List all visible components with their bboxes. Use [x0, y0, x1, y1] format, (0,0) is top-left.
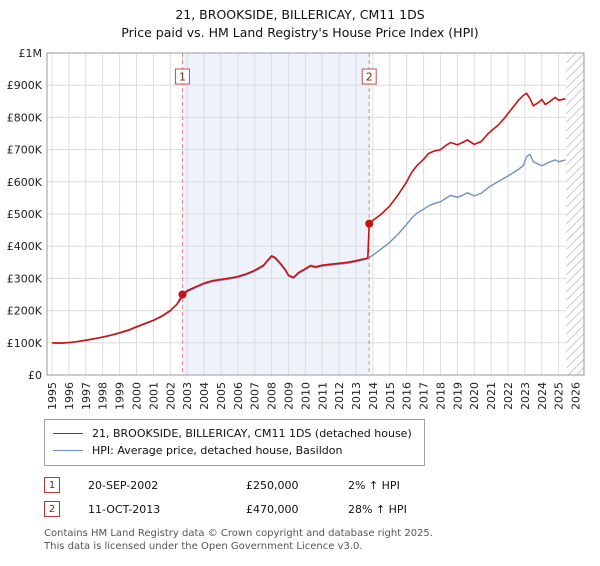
svg-text:£400K: £400K	[7, 240, 43, 253]
svg-text:1998: 1998	[97, 382, 110, 409]
legend-item-hpi: HPI: Average price, detached house, Basi…	[53, 442, 412, 459]
transaction-1-number: 1	[48, 479, 56, 491]
svg-text:2018: 2018	[434, 382, 447, 409]
svg-text:2022: 2022	[502, 382, 515, 409]
svg-text:2021: 2021	[485, 382, 498, 409]
svg-text:2001: 2001	[147, 382, 160, 409]
transaction-list: 1 20-SEP-2002 £250,000 2% ↑ HPI 2 11-OCT…	[44, 477, 600, 517]
svg-text:£600K: £600K	[7, 176, 43, 189]
svg-text:2010: 2010	[299, 382, 312, 409]
license-footer: Contains HM Land Registry data © Crown c…	[44, 527, 600, 553]
legend-item-property: 21, BROOKSIDE, BILLERICAY, CM11 1DS (det…	[53, 425, 412, 442]
svg-text:£900K: £900K	[7, 79, 43, 92]
svg-text:2005: 2005	[215, 382, 228, 409]
page-title: 21, BROOKSIDE, BILLERICAY, CM11 1DS	[175, 7, 425, 22]
svg-text:1999: 1999	[114, 382, 127, 409]
svg-text:2000: 2000	[131, 382, 144, 409]
svg-text:1: 1	[179, 72, 186, 84]
transaction-2-marker: 2	[44, 501, 60, 517]
svg-text:2009: 2009	[282, 382, 295, 409]
svg-text:£300K: £300K	[7, 272, 43, 285]
chart-header: 21, BROOKSIDE, BILLERICAY, CM11 1DS Pric…	[0, 6, 600, 41]
transaction-2-hpi-change: 28% ↑ HPI	[348, 502, 407, 516]
svg-text:1995: 1995	[46, 382, 59, 409]
svg-text:2019: 2019	[451, 382, 464, 409]
svg-text:2025: 2025	[553, 382, 566, 409]
property-line-swatch	[53, 432, 83, 435]
chart-container: 1 2 £0 £100K £200K £300K £400K £500K £600K £700K £…	[0, 43, 600, 413]
svg-text:1997: 1997	[80, 382, 93, 409]
hpi-line-swatch	[53, 449, 83, 452]
transaction-row-1: 1 20-SEP-2002 £250,000 2% ↑ HPI	[44, 477, 600, 493]
transaction-row-2: 2 11-OCT-2013 £470,000 28% ↑ HPI	[44, 501, 600, 517]
svg-text:£0: £0	[28, 369, 42, 382]
svg-text:2: 2	[366, 72, 373, 84]
svg-text:£700K: £700K	[7, 144, 43, 157]
hpi-report-page: { "header": { "title": "21, BROOKSIDE, B…	[0, 6, 600, 566]
svg-text:2002: 2002	[164, 382, 177, 409]
transaction-2-number: 2	[48, 503, 56, 515]
legend-label-property: 21, BROOKSIDE, BILLERICAY, CM11 1DS (det…	[92, 427, 412, 440]
transaction-1-hpi-change: 2% ↑ HPI	[348, 478, 400, 492]
transaction-2-price: £470,000	[246, 502, 299, 516]
svg-text:£200K: £200K	[7, 305, 43, 318]
page-subtitle: Price paid vs. HM Land Registry's House …	[121, 24, 479, 40]
svg-text:2008: 2008	[266, 382, 279, 409]
svg-text:£1M: £1M	[19, 47, 43, 60]
svg-text:2004: 2004	[198, 382, 211, 409]
price-history-chart: 1 2 £0 £100K £200K £300K £400K £500K £600K £700K £…	[7, 47, 585, 410]
svg-text:2016: 2016	[401, 382, 414, 409]
svg-text:2007: 2007	[249, 382, 262, 409]
svg-text:2020: 2020	[468, 382, 481, 409]
license-line-1: Contains HM Land Registry data © Crown c…	[44, 528, 433, 539]
svg-text:£500K: £500K	[7, 208, 43, 221]
transaction-1-date: 20-SEP-2002	[88, 478, 159, 492]
svg-text:2006: 2006	[232, 382, 245, 409]
svg-text:2015: 2015	[384, 382, 397, 409]
svg-text:1996: 1996	[63, 382, 76, 409]
transaction-1-marker: 1	[44, 477, 60, 493]
svg-text:2026: 2026	[570, 382, 583, 409]
svg-text:£800K: £800K	[7, 111, 43, 124]
svg-text:£100K: £100K	[7, 337, 43, 350]
license-line-2: This data is licensed under the Open Gov…	[44, 541, 363, 553]
chart-legend: 21, BROOKSIDE, BILLERICAY, CM11 1DS (det…	[44, 419, 425, 466]
svg-text:2023: 2023	[519, 382, 532, 409]
svg-text:2014: 2014	[367, 382, 380, 409]
transaction-1-price: £250,000	[246, 478, 299, 492]
svg-text:2003: 2003	[181, 382, 194, 409]
svg-text:2024: 2024	[536, 382, 549, 409]
svg-text:2017: 2017	[418, 382, 431, 409]
transaction-2-date: 11-OCT-2013	[88, 502, 161, 516]
svg-text:2012: 2012	[333, 382, 346, 409]
svg-text:2011: 2011	[316, 382, 329, 409]
svg-text:2013: 2013	[350, 382, 363, 409]
legend-label-hpi: HPI: Average price, detached house, Basi…	[92, 444, 343, 457]
